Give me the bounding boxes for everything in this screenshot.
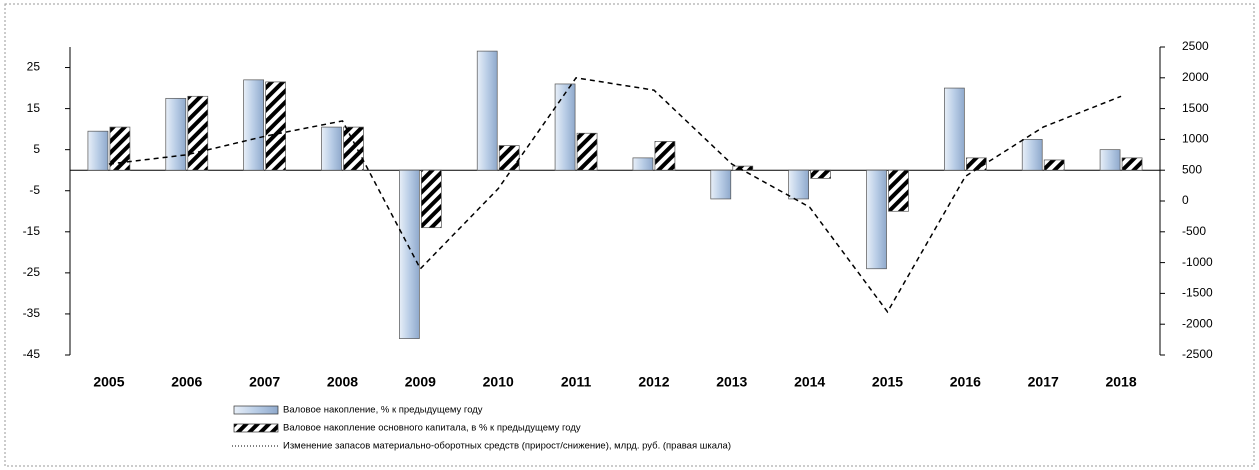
x-tick-label: 2015 bbox=[872, 374, 903, 390]
bar bbox=[87, 130, 109, 171]
bar bbox=[343, 126, 364, 171]
x-tick-label: 2011 bbox=[561, 374, 592, 390]
line-series bbox=[108, 76, 1122, 314]
x-tick-label: 2006 bbox=[171, 374, 202, 390]
y2-tick-label: -500 bbox=[1182, 224, 1206, 238]
y-tick-label: -35 bbox=[23, 306, 41, 320]
x-tick-label: 2007 bbox=[249, 374, 280, 390]
x-tick-label: 2017 bbox=[1028, 374, 1059, 390]
bar bbox=[944, 87, 965, 171]
bar bbox=[476, 50, 498, 171]
legend-label: Валовое накопление, % к предыдущему году bbox=[283, 405, 483, 416]
bar bbox=[866, 169, 887, 270]
bar bbox=[498, 145, 520, 171]
y-tick-label: -5 bbox=[29, 183, 40, 197]
frame bbox=[4, 3, 1255, 467]
bar bbox=[243, 79, 264, 171]
y-tick-label: 5 bbox=[33, 142, 40, 156]
bar bbox=[632, 157, 654, 171]
bar bbox=[710, 169, 732, 200]
bar bbox=[654, 141, 676, 171]
x-tick-label: 2009 bbox=[405, 374, 436, 390]
y2-tick-label: -2000 bbox=[1182, 316, 1213, 330]
bar bbox=[810, 169, 831, 179]
x-tick-label: 2005 bbox=[93, 374, 124, 390]
y2-tick-label: -1000 bbox=[1182, 255, 1213, 269]
legend-swatch bbox=[233, 405, 279, 415]
y-tick-label: 15 bbox=[27, 101, 41, 115]
x-tick-label: 2012 bbox=[638, 374, 669, 390]
legend-label: Изменение запасов материально-оборотных … bbox=[283, 441, 731, 452]
bar bbox=[966, 157, 987, 171]
x-tick-label: 2014 bbox=[794, 374, 825, 390]
y2-tick-label: 0 bbox=[1182, 193, 1189, 207]
legend-swatch bbox=[233, 423, 279, 433]
y-tick-label: -15 bbox=[23, 224, 41, 238]
bar bbox=[321, 126, 342, 171]
bar bbox=[576, 132, 598, 171]
bar bbox=[888, 169, 909, 212]
y2-tick-label: 2500 bbox=[1182, 39, 1209, 53]
y2-tick-label: -2500 bbox=[1182, 347, 1213, 361]
bar bbox=[421, 169, 442, 229]
y2-tick-label: 1000 bbox=[1182, 132, 1209, 146]
bar bbox=[399, 169, 420, 339]
bar bbox=[165, 97, 187, 171]
bar bbox=[554, 83, 576, 171]
bar bbox=[1099, 149, 1121, 171]
y-tick-label: 25 bbox=[27, 60, 41, 74]
x-tick-label: 2008 bbox=[327, 374, 358, 390]
x-tick-label: 2018 bbox=[1105, 374, 1136, 390]
bar bbox=[1043, 159, 1065, 171]
x-tick-label: 2016 bbox=[950, 374, 981, 390]
bar bbox=[788, 169, 809, 200]
x-tick-label: 2010 bbox=[483, 374, 514, 390]
y-tick-label: -25 bbox=[23, 265, 41, 279]
bar bbox=[1021, 139, 1043, 171]
y2-tick-label: 2000 bbox=[1182, 70, 1209, 84]
bar bbox=[109, 126, 131, 171]
bar bbox=[265, 81, 286, 171]
bar bbox=[1121, 157, 1143, 171]
x-tick-label: 2013 bbox=[716, 374, 747, 390]
y-tick-label: -45 bbox=[23, 347, 41, 361]
y2-tick-label: 500 bbox=[1182, 162, 1202, 176]
y2-tick-label: -1500 bbox=[1182, 286, 1213, 300]
legend-label: Валовое накопление основного капитала, в… bbox=[283, 423, 581, 434]
y2-tick-label: 1500 bbox=[1182, 101, 1209, 115]
bar bbox=[187, 95, 209, 171]
